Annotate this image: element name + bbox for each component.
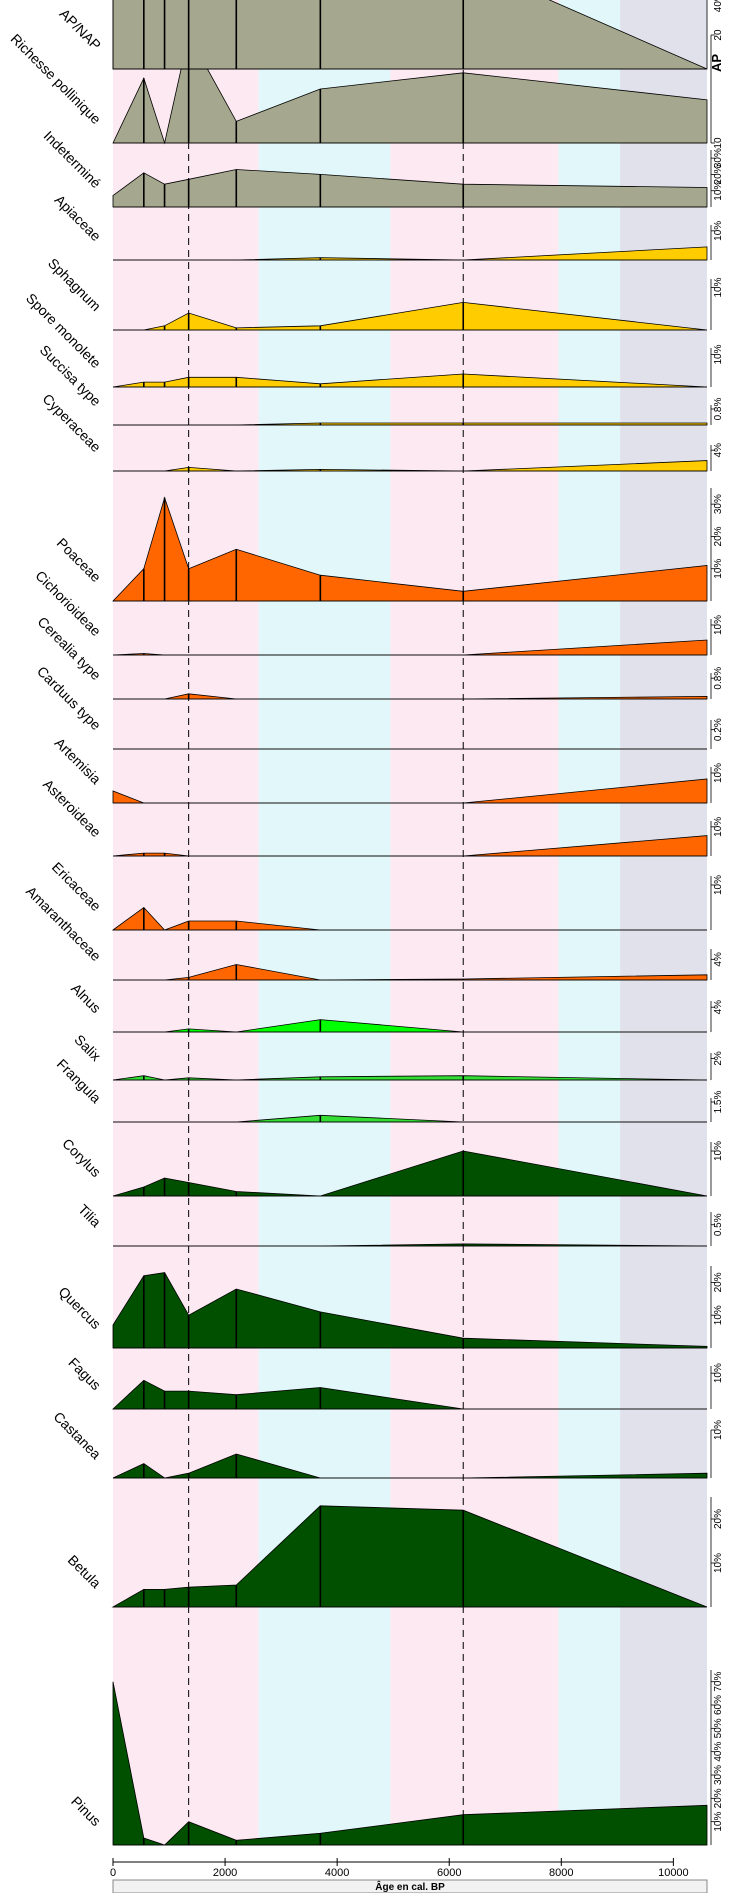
series-5-scale-label-0: 0.5% bbox=[713, 1213, 724, 1236]
series-4-label: Quercus bbox=[55, 1283, 104, 1332]
series-6-scale-label-0: 10% bbox=[713, 1141, 724, 1161]
series-1-scale-label-0: 10% bbox=[713, 1553, 724, 1573]
series-13-label: Artemisia bbox=[52, 735, 105, 788]
zone-band-4 bbox=[620, 0, 707, 1845]
series-23-scale-label-2: 30% bbox=[713, 148, 724, 168]
series-0-label: Pinus bbox=[68, 1793, 104, 1829]
series-17-area bbox=[112, 496, 708, 602]
series-6-label: Corylus bbox=[59, 1135, 104, 1180]
series-17-scale-label-2: 30% bbox=[713, 494, 724, 514]
series-12-scale-label-0: 10% bbox=[713, 817, 724, 837]
series-7-scale-label-0: 1.5% bbox=[713, 1090, 724, 1113]
series-20-scale-label-0: 10% bbox=[713, 344, 724, 364]
series-1-scale-label-1: 20% bbox=[713, 1509, 724, 1529]
series-14-scale-label-0: 0.2% bbox=[713, 718, 724, 741]
age-tick-label-2: 4000 bbox=[325, 1867, 349, 1879]
series-4-scale-label-1: 20% bbox=[713, 1272, 724, 1292]
series-17-label: Poaceae bbox=[54, 535, 105, 586]
series-0-scale-label-4: 50% bbox=[713, 1718, 724, 1738]
richness-scale-label-1: 20 bbox=[713, 29, 724, 41]
series-23-area bbox=[112, 169, 708, 208]
apnap-border bbox=[112, 0, 708, 70]
series-17-scale-label-0: 10% bbox=[713, 559, 724, 579]
series-18-scale-label-0: 4% bbox=[713, 443, 724, 458]
series-7-label: Frangula bbox=[54, 1056, 105, 1107]
series-17-scale-label-1: 20% bbox=[713, 526, 724, 546]
series-15-scale-label-0: 0.8% bbox=[713, 667, 724, 690]
series-8-scale-label-0: 2% bbox=[713, 1051, 724, 1066]
age-tick-label-1: 2000 bbox=[213, 1867, 237, 1879]
series-16-scale-label-0: 10% bbox=[713, 615, 724, 635]
series-2-label: Castanea bbox=[50, 1408, 104, 1462]
apnap-scale-label-0: 40% bbox=[713, 0, 724, 12]
series-13-scale-label-0: 10% bbox=[713, 763, 724, 783]
age-tick-label-4: 8000 bbox=[549, 1867, 573, 1879]
apnap-area bbox=[112, 0, 708, 70]
series-9-label: Alnus bbox=[68, 980, 104, 1016]
series-3-scale-label-0: 10% bbox=[713, 1363, 724, 1383]
series-21-scale-label-0: 10% bbox=[713, 277, 724, 297]
apnap-label: AP/NAP bbox=[57, 5, 105, 53]
series-21-label: Sphagnum bbox=[45, 255, 104, 314]
series-2-area bbox=[112, 1453, 708, 1479]
series-0-scale-label-6: 70% bbox=[713, 1672, 724, 1692]
series-22-scale-label-0: 10% bbox=[713, 221, 724, 241]
age-tick-label-5: 10000 bbox=[658, 1867, 689, 1879]
zone-band-3 bbox=[558, 0, 621, 1845]
series-0-scale-label-3: 40% bbox=[713, 1742, 724, 1762]
series-23-scale-label-0: 10% bbox=[713, 181, 724, 201]
series-1-label: Betula bbox=[65, 1552, 105, 1592]
series-19-scale-label-0: 0.8% bbox=[713, 397, 724, 420]
richness-area bbox=[112, 33, 708, 145]
series-0-scale-label-2: 30% bbox=[713, 1765, 724, 1785]
apnap-ap-label: AP bbox=[709, 54, 724, 72]
series-0-area bbox=[112, 1681, 708, 1846]
series-11-scale-label-0: 10% bbox=[713, 875, 724, 895]
series-8-label: Salix bbox=[71, 1031, 104, 1064]
series-10-scale-label-0: 4% bbox=[713, 952, 724, 967]
series-23-label: Indeterminé bbox=[41, 128, 105, 192]
series-4-scale-label-0: 10% bbox=[713, 1305, 724, 1325]
age-axis-title: Âge en cal. BP bbox=[375, 1880, 445, 1893]
series-3-label: Fagus bbox=[65, 1354, 104, 1393]
series-2-scale-label-0: 10% bbox=[713, 1420, 724, 1440]
richness-scale-label-0: 10 bbox=[713, 137, 724, 149]
series-9-scale-label-0: 4% bbox=[713, 1000, 724, 1015]
series-0-scale-label-0: 10% bbox=[713, 1812, 724, 1832]
series-0-scale-label-5: 60% bbox=[713, 1695, 724, 1715]
series-5-label: Tilia bbox=[75, 1201, 104, 1230]
series-12-label: Asteroideae bbox=[40, 776, 104, 840]
series-22-label: Apiaceae bbox=[52, 192, 105, 245]
series-0-scale-label-1: 20% bbox=[713, 1788, 724, 1808]
age-tick-label-3: 6000 bbox=[437, 1867, 461, 1879]
age-tick-label-0: 0 bbox=[110, 1867, 116, 1879]
series-23-scale-label-1: 20% bbox=[713, 164, 724, 184]
